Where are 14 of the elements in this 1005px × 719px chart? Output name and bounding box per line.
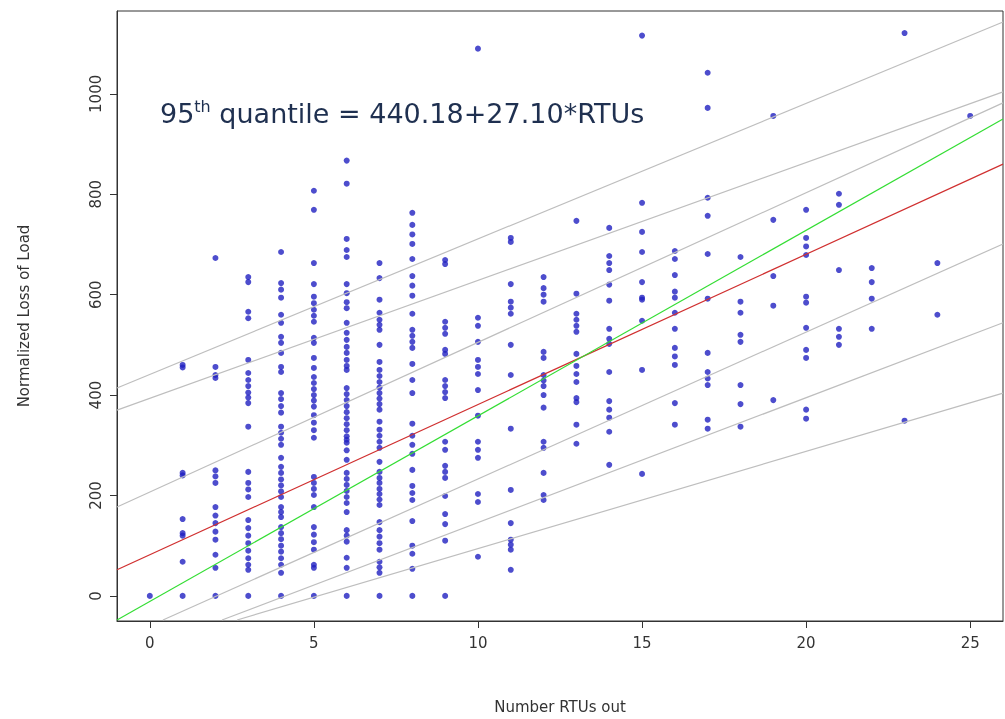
x-tick-label: 25	[960, 633, 980, 652]
x-axis-title: Number RTUs out	[494, 697, 626, 716]
x-tick-label: 0	[145, 633, 155, 652]
y-tick-label: 1000	[86, 74, 105, 113]
y-tick-label: 800	[86, 179, 105, 209]
x-tick-label: 20	[796, 633, 816, 652]
y-tick-label: 600	[86, 280, 105, 309]
x-tick-label: 10	[468, 633, 488, 652]
x-tick-label: 15	[632, 633, 652, 652]
y-tick-label: 200	[86, 481, 105, 510]
y-axis-title: Normalized Loss of Load	[14, 224, 33, 408]
x-tick-label: 5	[309, 633, 319, 652]
y-tick-label: 400	[86, 380, 105, 410]
y-tick-label: 0	[86, 591, 105, 601]
